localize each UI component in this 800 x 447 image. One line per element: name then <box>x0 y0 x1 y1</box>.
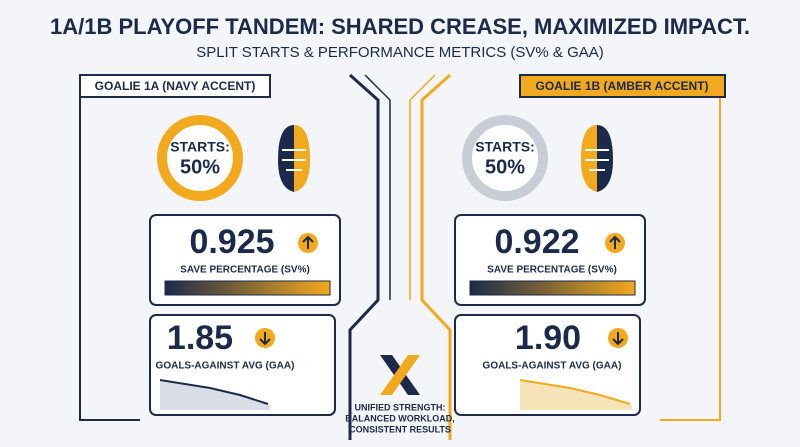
trend-area <box>160 380 270 410</box>
sv-value: 0.925 <box>189 223 274 261</box>
down-arrow <box>259 332 271 346</box>
goalie-1a-panel: GOALIE 1A (NAVY ACCENT) STARTS: 50% 0.92… <box>79 74 341 416</box>
starts-ring <box>157 115 243 201</box>
center-line: BALANCED WORKLOAD, <box>345 413 455 423</box>
up-arrow <box>609 235 621 249</box>
starts-value: 50% <box>180 156 220 178</box>
center-line: CONSISTENT RESULTS <box>349 424 451 434</box>
gaa-value: 1.85 <box>167 319 233 357</box>
gaa-value: 1.90 <box>515 319 581 357</box>
up-arrow <box>302 235 314 249</box>
goalie-1b-panel: GOALIE 1B (AMBER ACCENT) STARTS: 50% 0.9… <box>454 74 726 416</box>
label-tab <box>519 74 726 98</box>
subtitle: SPLIT STARTS & PERFORMANCE METRICS (SV% … <box>196 44 604 61</box>
trend-line <box>519 379 631 405</box>
sv-label: SAVE PERCENTAGE (SV%) <box>180 265 310 276</box>
sv-label: SAVE PERCENTAGE (SV%) <box>487 265 617 276</box>
title: 1A/1B PLAYOFF TANDEM: SHARED CREASE, MAX… <box>50 14 750 39</box>
trend-area <box>520 380 632 410</box>
divider <box>79 73 721 440</box>
down-arrow <box>612 332 624 346</box>
starts-label: STARTS: <box>475 139 535 155</box>
label-tab <box>79 74 271 98</box>
starts-ring <box>462 115 548 201</box>
goalie-label: GOALIE 1B (AMBER ACCENT) <box>536 79 709 93</box>
center-line: UNIFIED STRENGTH: <box>355 402 446 412</box>
goalie-label: GOALIE 1A (NAVY ACCENT) <box>95 79 256 93</box>
sv-bar <box>469 280 636 296</box>
gaa-card <box>454 314 641 416</box>
gaa-label: GOALS-AGAINST AVG (GAA) <box>483 361 622 372</box>
sv-value: 0.922 <box>494 223 579 261</box>
helmet-icon <box>278 125 310 192</box>
trend-line <box>159 379 269 405</box>
starts-value: 50% <box>485 156 525 178</box>
sv-bar <box>164 280 331 296</box>
gaa-label: GOALS-AGAINST AVG (GAA) <box>156 361 295 372</box>
starts-label: STARTS: <box>170 139 230 155</box>
center-badge: UNIFIED STRENGTH: BALANCED WORKLOAD, CON… <box>345 355 455 434</box>
helmet-icon <box>581 125 613 192</box>
